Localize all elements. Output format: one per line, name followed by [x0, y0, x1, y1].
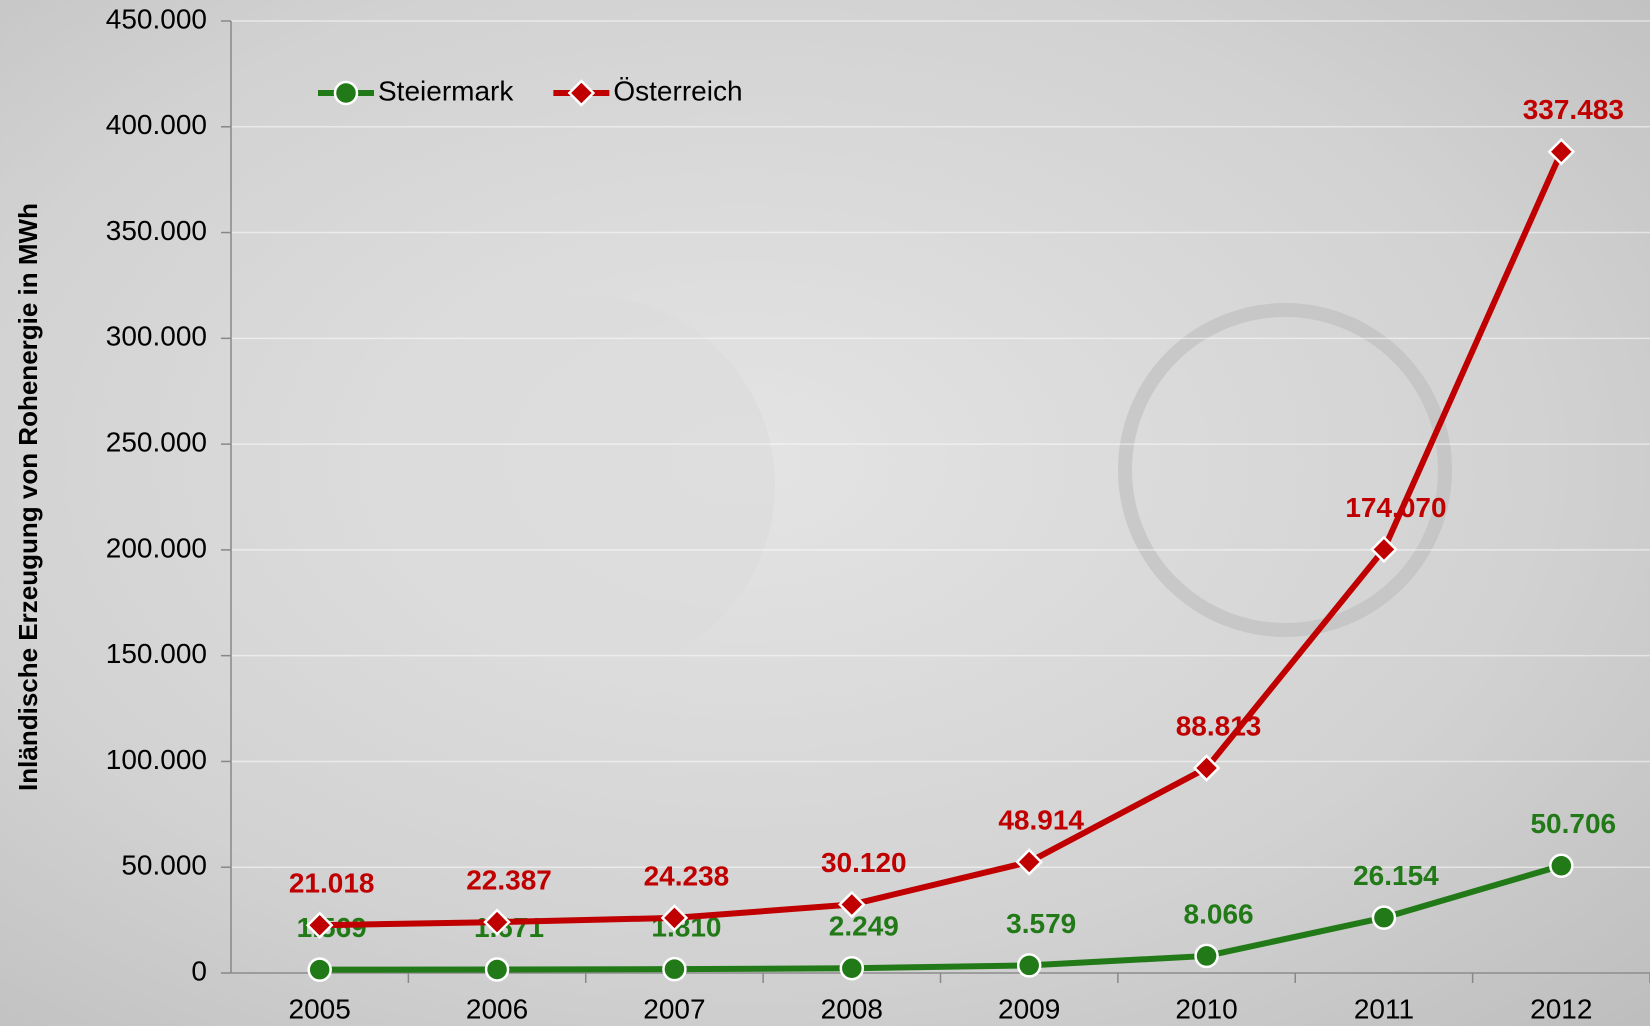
data-point	[1549, 853, 1574, 878]
data-point	[567, 79, 596, 107]
data-point	[1371, 905, 1397, 930]
background-decor	[395, 295, 775, 675]
y-tick-label: 200.000	[106, 532, 207, 563]
y-tick-label: 450.000	[106, 3, 207, 34]
y-axis-label: Inländische Erzeugung von Rohenergie in …	[13, 203, 43, 791]
x-tick-label: 2006	[466, 993, 528, 1024]
data-label: 30.120	[821, 847, 907, 878]
series-line	[319, 862, 1563, 973]
data-point	[1015, 848, 1043, 876]
data-label: 22.387	[466, 864, 552, 895]
data-label: 24.238	[644, 860, 730, 891]
data-label: 48.914	[998, 804, 1084, 835]
data-label: 26.154	[1353, 860, 1439, 891]
data-point	[839, 955, 865, 981]
data-label: 88.813	[1176, 710, 1262, 741]
data-label: 174.070	[1345, 492, 1446, 523]
data-label: 50.706	[1530, 808, 1616, 839]
data-label: 1.671	[474, 912, 544, 943]
legend: Steiermark Österreich	[318, 75, 743, 107]
x-tick-label: 2010	[1175, 993, 1237, 1024]
x-tick-label: 2005	[289, 993, 351, 1024]
data-point	[660, 904, 689, 932]
series-line	[319, 150, 1565, 929]
x-tick-label: 2011	[1354, 993, 1414, 1024]
data-label: 3.579	[1006, 908, 1076, 939]
data-point	[333, 80, 359, 106]
data-label: 8.066	[1184, 898, 1254, 929]
background-decor	[1118, 303, 1452, 637]
data-point	[307, 957, 332, 982]
data-point	[1547, 137, 1576, 166]
x-tick-label: 2007	[643, 993, 705, 1024]
data-point	[1016, 953, 1042, 978]
y-tick-label: 250.000	[106, 427, 207, 458]
data-label: 2.249	[829, 911, 899, 942]
y-tick-label: 150.000	[106, 638, 207, 669]
y-tick-label: 50.000	[121, 850, 207, 881]
data-point	[484, 957, 510, 982]
y-tick-label: 0	[191, 955, 207, 986]
data-point	[1370, 535, 1398, 564]
data-point	[1194, 943, 1219, 969]
data-point	[662, 956, 687, 982]
legend-label: Steiermark	[378, 75, 514, 106]
legend-label: Österreich	[613, 75, 742, 106]
data-label: 21.018	[289, 868, 375, 899]
x-tick-label: 2012	[1530, 993, 1592, 1024]
data-point	[483, 908, 511, 936]
data-label: 337.483	[1523, 94, 1624, 125]
y-tick-label: 100.000	[106, 744, 207, 775]
data-point	[305, 911, 334, 939]
y-tick-label: 350.000	[106, 215, 207, 246]
x-tick-label: 2008	[821, 993, 883, 1024]
y-tick-label: 400.000	[106, 109, 207, 140]
y-tick-label: 300.000	[106, 321, 207, 352]
data-point	[1192, 754, 1221, 782]
x-tick-label: 2009	[998, 993, 1060, 1024]
data-point	[838, 890, 866, 919]
